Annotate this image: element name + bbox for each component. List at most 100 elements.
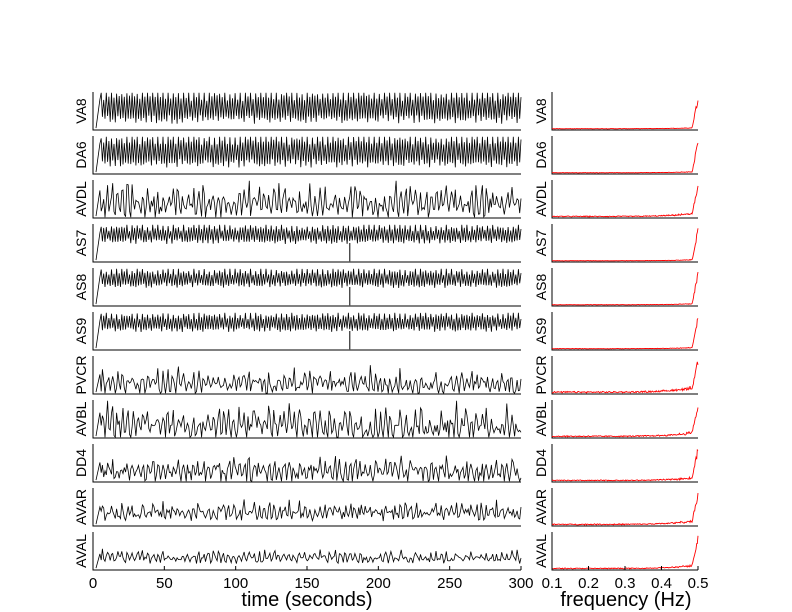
- spectrum-trace-as8: [551, 272, 699, 306]
- time-panel-avbl: AVBL: [73, 400, 522, 439]
- spectrum-panel-va8: VA8: [533, 92, 699, 131]
- time-panel-axes: [92, 356, 521, 395]
- time-trace-as7: [95, 224, 522, 261]
- time-panel-axes: [92, 312, 521, 351]
- spectrum-panel-aval: AVAL: [533, 532, 699, 571]
- spectrum-trace-as9: [551, 318, 699, 350]
- time-panel-axes: [92, 400, 521, 439]
- spectrum-trace-avdl: [551, 185, 699, 218]
- time-trace-da6: [95, 136, 522, 173]
- frequency-tick-label: 0.2: [578, 575, 599, 592]
- time-panel-label: AS7: [73, 230, 89, 257]
- time-trace-va8: [95, 92, 522, 129]
- frequency-tick-label: 0.3: [615, 575, 636, 592]
- time-panel-axes: [92, 268, 521, 307]
- spectrum-panel-axes: [551, 180, 698, 219]
- time-axis-label: time (seconds): [241, 589, 372, 611]
- time-panel-axes: [92, 180, 521, 219]
- frequency-tick-label: 0.4: [651, 575, 672, 592]
- time-panel-label: AVAL: [73, 534, 89, 568]
- time-panel-label: DA6: [73, 141, 89, 168]
- time-panel-aval: AVAL: [73, 532, 522, 571]
- spectrum-panel-label: PVCR: [533, 356, 549, 395]
- time-panel-dd4: DD4: [73, 444, 522, 483]
- spectrum-trace-pvcr: [551, 361, 699, 394]
- spectrum-panel-axes: [551, 224, 698, 263]
- time-panel-pvcr: PVCR: [73, 356, 522, 395]
- time-panel-as9: AS9: [73, 312, 522, 351]
- spectrum-panel-label: VA8: [533, 98, 549, 124]
- time-panel-axes: [92, 224, 521, 263]
- spectrum-panel-label: DD4: [533, 449, 549, 477]
- time-panel-avar: AVAR: [73, 488, 522, 527]
- spectrum-panel-avdl: AVDL: [533, 180, 699, 219]
- time-panel-label: AS9: [73, 318, 89, 345]
- spectrum-panel-axes: [551, 400, 698, 439]
- spectrum-panel-axes: [551, 532, 698, 571]
- time-tick-label: 50: [156, 575, 173, 592]
- spectrum-panel-avar: AVAR: [533, 488, 699, 527]
- time-trace-avar: [95, 499, 522, 525]
- spectrum-trace-va8: [552, 100, 699, 130]
- spectrum-panel-label: AS8: [533, 274, 549, 301]
- time-panel-label: AVAR: [73, 489, 89, 525]
- time-trace-as8: [95, 268, 522, 305]
- time-panel-label: AVBL: [73, 401, 89, 436]
- spectrum-trace-as7: [551, 228, 699, 262]
- time-tick-label: 0: [89, 575, 97, 592]
- time-panel-as8: AS8: [73, 268, 522, 307]
- spectrum-panel-axes: [551, 268, 698, 307]
- spectrum-panel-as8: AS8: [533, 268, 699, 307]
- frequency-tick-label: 0.5: [688, 575, 709, 592]
- spectrum-panel-label: DA6: [533, 141, 549, 168]
- spectrum-panel-as9: AS9: [533, 312, 699, 351]
- time-panel-avdl: AVDL: [73, 180, 522, 219]
- time-panel-label: AVDL: [73, 181, 89, 217]
- time-tick-label: 100: [223, 575, 248, 592]
- spectrum-trace-da6: [551, 142, 699, 174]
- time-tick-label: 300: [508, 575, 533, 592]
- time-trace-pvcr: [95, 365, 522, 395]
- spectrum-panel-pvcr: PVCR: [533, 356, 699, 395]
- time-panel-as7: AS7: [73, 224, 522, 263]
- spectrum-trace-aval: [551, 535, 699, 570]
- spectrum-panel-label: AS7: [533, 230, 549, 257]
- spectrum-panel-axes: [551, 356, 698, 395]
- time-trace-aval: [95, 548, 522, 569]
- spectrum-panel-axes: [551, 136, 698, 175]
- time-panel-label: PVCR: [73, 356, 89, 395]
- time-tick-label: 250: [437, 575, 462, 592]
- panels: VA8 VA8 DA6 DA6 AVDL AVDL AS7 AS7 AS8 AS8 AS9 AS9 PV…: [73, 92, 699, 571]
- spectrum-panel-axes: [551, 444, 698, 483]
- time-trace-avdl: [95, 180, 522, 218]
- time-panel-axes: [92, 136, 521, 175]
- spectrum-trace-avar: [552, 493, 699, 526]
- spectrum-panel-dd4: DD4: [533, 444, 699, 483]
- spectrum-panel-label: AVBL: [533, 401, 549, 436]
- spectrum-panel-label: AVAL: [533, 534, 549, 568]
- time-tick-label: 200: [366, 575, 391, 592]
- spectrum-trace-dd4: [551, 448, 699, 482]
- time-panel-label: VA8: [73, 98, 89, 124]
- frequency-tick-label: 0.1: [542, 575, 563, 592]
- spectrum-panel-da6: DA6: [533, 136, 699, 175]
- time-panel-label: DD4: [73, 449, 89, 477]
- time-panel-axes: [92, 488, 521, 527]
- frequency-axis: 0.1 0.2 0.3 0.4 0.5: [542, 566, 709, 592]
- time-panel-va8: VA8: [73, 92, 522, 131]
- spectrum-panel-label: AVDL: [533, 181, 549, 217]
- time-panel-da6: DA6: [73, 136, 522, 175]
- time-panel-axes: [92, 444, 521, 483]
- frequency-axis-label: frequency (Hz): [560, 589, 691, 611]
- time-panel-label: AS8: [73, 274, 89, 301]
- time-trace-as9: [95, 312, 522, 349]
- spectrum-panel-axes: [551, 92, 698, 131]
- time-trace-avbl: [95, 400, 522, 439]
- time-tick-label: 150: [294, 575, 319, 592]
- time-trace-dd4: [95, 455, 522, 483]
- spectrum-panel-axes: [551, 488, 698, 527]
- spectrum-panel-label: AVAR: [533, 489, 549, 525]
- spectrum-panel-label: AS9: [533, 318, 549, 345]
- spectrum-panel-as7: AS7: [533, 224, 699, 263]
